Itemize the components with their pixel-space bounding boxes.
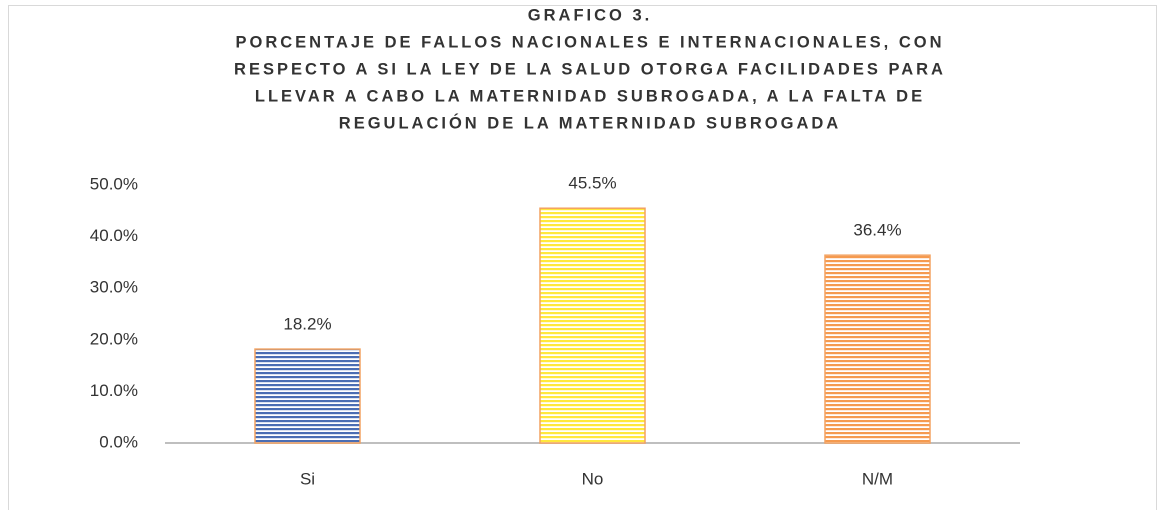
bar: [254, 348, 361, 444]
y-tick-label: 10.0%: [90, 381, 138, 400]
chart-title: LLEVAR A CABO LA MATERNIDAD SUBROGADA, A…: [255, 87, 925, 105]
chart-title: GRAFICO 3.: [528, 6, 652, 24]
bar: [539, 207, 646, 444]
y-tick-label: 20.0%: [90, 329, 138, 348]
y-tick-label: 40.0%: [90, 226, 138, 245]
bar: [824, 254, 931, 444]
chart-title: REGULACIÓN DE LA MATERNIDAD SUBROGADA: [339, 113, 841, 132]
data-label: 18.2%: [283, 315, 331, 334]
data-label: 36.4%: [853, 221, 901, 240]
x-tick-label: N/M: [862, 469, 893, 488]
y-tick-label: 0.0%: [99, 432, 138, 451]
chart-title: PORCENTAJE DE FALLOS NACIONALES E INTERN…: [236, 33, 945, 51]
chart-title: RESPECTO A SI LA LEY DE LA SALUD OTORGA …: [234, 60, 946, 78]
data-label: 45.5%: [568, 174, 616, 193]
x-tick-label: Si: [300, 469, 315, 488]
y-tick-label: 50.0%: [90, 174, 138, 193]
y-tick-label: 30.0%: [90, 278, 138, 297]
x-tick-label: No: [582, 469, 604, 488]
